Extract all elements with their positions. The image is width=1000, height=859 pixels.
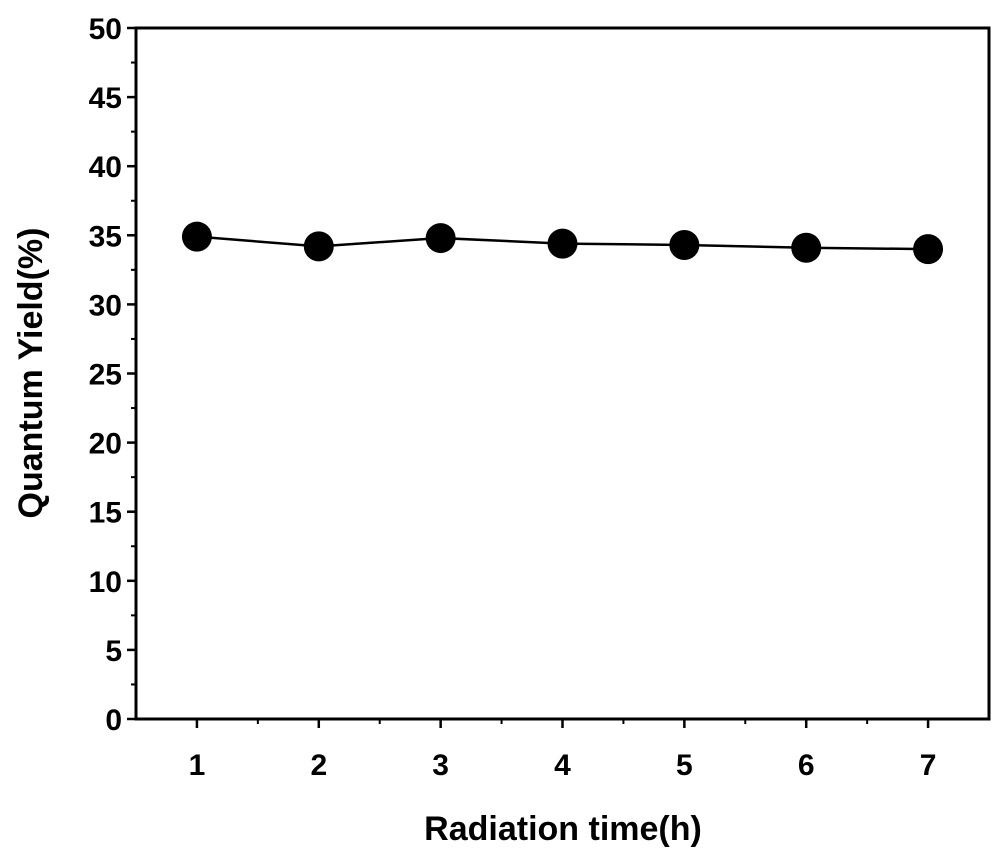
y-tick-label: 25 (89, 359, 122, 392)
x-tick-label: 3 (432, 749, 449, 782)
x-axis-title: Radiation time(h) (424, 810, 702, 848)
x-tick-label: 4 (554, 749, 571, 782)
x-tick-label: 5 (676, 749, 693, 782)
y-tick-label: 20 (89, 428, 122, 461)
x-tick-label: 1 (189, 749, 206, 782)
y-tick-label: 40 (89, 151, 122, 184)
y-tick-label: 35 (89, 220, 122, 253)
data-point (669, 229, 700, 260)
data-point (547, 228, 578, 259)
series-group (181, 221, 944, 265)
x-tick-label: 2 (310, 749, 327, 782)
y-tick-label: 10 (89, 566, 122, 599)
data-point (791, 232, 822, 263)
x-axis-ticks (195, 719, 930, 728)
y-axis-ticks (127, 26, 136, 721)
y-tick-label: 15 (89, 497, 122, 530)
data-point (425, 223, 456, 254)
x-tick-label: 7 (920, 749, 937, 782)
plot-frame (134, 26, 991, 721)
y-tick-labels: 0 5 10 15 20 25 30 35 40 45 50 (89, 13, 122, 737)
data-point (303, 231, 334, 262)
y-tick-label: 5 (105, 635, 122, 668)
data-point (181, 221, 212, 252)
y-tick-label: 30 (89, 289, 122, 322)
y-tick-label: 45 (89, 82, 122, 115)
y-tick-label: 50 (89, 13, 122, 46)
x-tick-labels: 1 2 3 4 5 6 7 (189, 749, 937, 782)
data-point (913, 234, 944, 265)
x-tick-label: 6 (798, 749, 815, 782)
y-axis-title: Quantum Yield(%) (12, 228, 50, 519)
y-tick-label: 0 (105, 704, 122, 737)
